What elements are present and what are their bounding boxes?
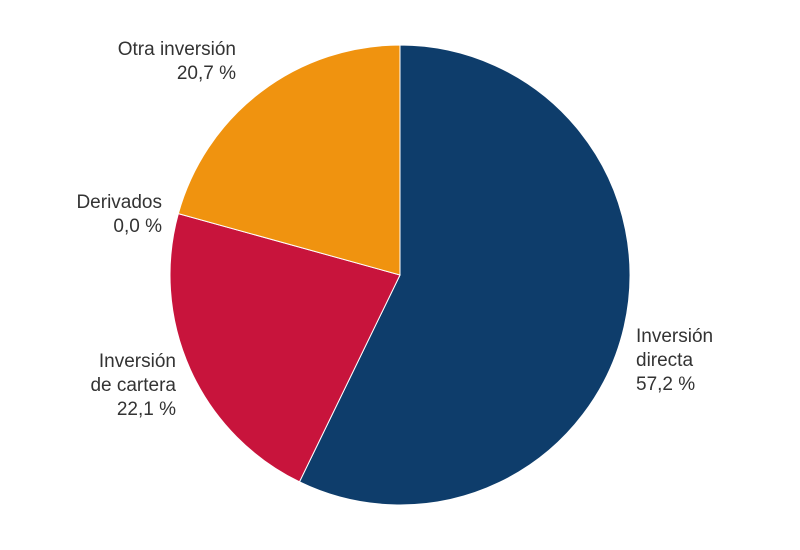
pie-value-label: 0,0 % [113, 216, 162, 237]
pie-category-label: directa [636, 350, 693, 371]
pie-value-label: 22,1 % [117, 399, 176, 420]
pie-slices [169, 44, 631, 506]
pie-label-inversion-directa: Inversión directa 57,2 % [636, 326, 713, 395]
pie-category-label: Inversión [99, 351, 176, 372]
pie-label-derivados: Derivados 0,0 % [76, 192, 162, 237]
pie-labels: Inversión directa 57,2 % Inversión de carter… [76, 39, 713, 420]
pie-value-label: 57,2 % [636, 374, 695, 395]
pie-category-label: Inversión [636, 326, 713, 347]
pie-label-otra-inversion: Otra inversión 20,7 % [118, 39, 236, 84]
pie-slice-otra-inversion [177, 44, 401, 276]
pie-slice-inversion-directa [298, 44, 631, 506]
pie-label-inversion-de-cartera: Inversión de cartera 22,1 % [90, 351, 176, 420]
pie-value-label: 20,7 % [177, 63, 236, 84]
pie-category-label: de cartera [90, 375, 176, 396]
pie-slice-inversion-de-cartera [169, 212, 401, 483]
pie-category-label: Otra inversión [118, 39, 236, 60]
pie-category-label: Derivados [76, 192, 162, 213]
